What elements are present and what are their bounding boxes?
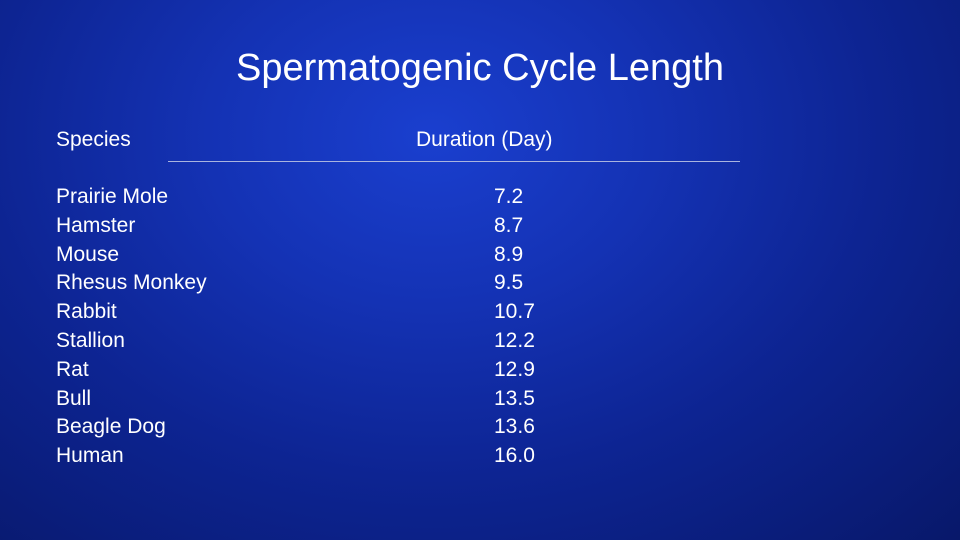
cycle-duration: 12.9 xyxy=(494,357,535,381)
species-name: Beagle Dog xyxy=(56,415,166,439)
species-name: Mouse xyxy=(56,242,120,266)
table-row: Human 16.0 xyxy=(0,442,960,471)
table-row: Prairie Mole 7.2 xyxy=(0,183,960,212)
table-row: Rat 12.9 xyxy=(0,356,960,385)
table-row: Rabbit 10.7 xyxy=(0,298,960,327)
cycle-duration: 12.2 xyxy=(494,328,535,352)
cycle-duration: 16.0 xyxy=(494,444,535,468)
cycle-duration: 9.5 xyxy=(494,271,524,295)
species-table: Prairie Mole 7.2 Hamster 8.7 Mouse 8.9 R… xyxy=(0,183,960,471)
table-row: Rhesus Monkey 9.5 xyxy=(0,269,960,298)
cycle-duration: 10.7 xyxy=(494,300,535,324)
header-divider xyxy=(168,161,740,162)
cycle-duration: 13.5 xyxy=(494,386,535,410)
species-name: Rat xyxy=(56,357,89,381)
species-name: Stallion xyxy=(56,328,125,352)
species-name: Bull xyxy=(56,386,92,410)
duration-column-header: Duration (Day) xyxy=(416,128,553,151)
cycle-duration: 8.7 xyxy=(494,213,524,237)
species-name: Human xyxy=(56,444,124,468)
table-row: Stallion 12.2 xyxy=(0,327,960,356)
table-row: Hamster 8.7 xyxy=(0,212,960,241)
species-column-header: Species xyxy=(56,128,131,151)
slide-title: Spermatogenic Cycle Length xyxy=(236,47,724,89)
cycle-duration: 13.6 xyxy=(494,415,535,439)
species-name: Prairie Mole xyxy=(56,185,169,208)
species-name: Hamster xyxy=(56,213,136,237)
species-name: Rabbit xyxy=(56,300,117,324)
cycle-duration: 8.9 xyxy=(494,242,524,266)
table-row: Bull 13.5 xyxy=(0,385,960,414)
species-name: Rhesus Monkey xyxy=(56,271,207,295)
table-row: Mouse 8.9 xyxy=(0,241,960,270)
cycle-duration: 7.2 xyxy=(494,185,524,208)
table-row: Beagle Dog 13.6 xyxy=(0,413,960,442)
